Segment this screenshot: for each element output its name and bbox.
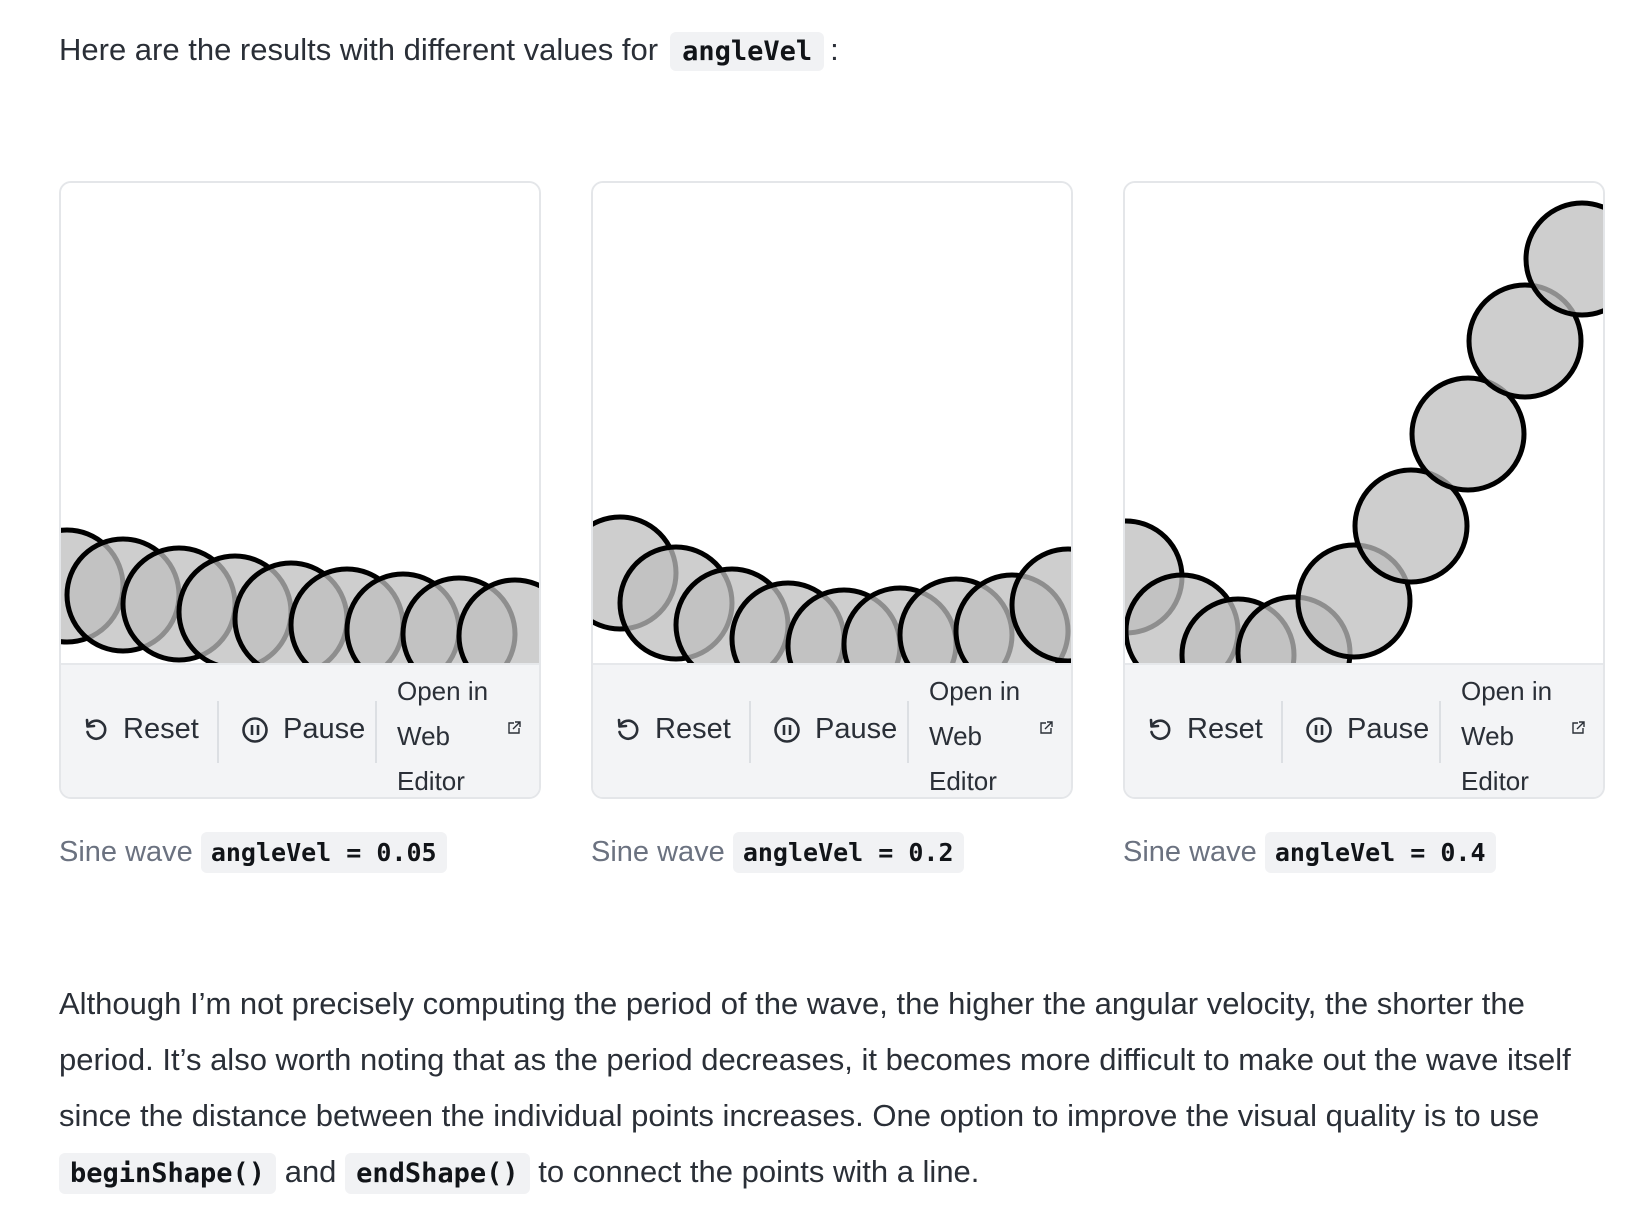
reset-label: Reset bbox=[655, 713, 731, 745]
reset-button[interactable]: Reset bbox=[83, 713, 199, 746]
external-link-icon bbox=[508, 721, 521, 734]
refresh-icon bbox=[1149, 718, 1171, 740]
caption-code: angleVel = 0.05 bbox=[200, 832, 447, 873]
refresh-icon bbox=[85, 718, 107, 740]
refresh-icon bbox=[617, 718, 639, 740]
caption-3: Sine wave angleVel = 0.4 bbox=[1123, 830, 1496, 875]
sine-wave-svg bbox=[61, 527, 539, 663]
caption-code: angleVel = 0.2 bbox=[732, 832, 964, 873]
pause-label: Pause bbox=[815, 713, 898, 745]
open-in-web-editor-link[interactable]: Open in Web Editor bbox=[929, 676, 1021, 796]
pause-button[interactable]: Pause bbox=[241, 713, 365, 746]
code-beginshape: beginShape() bbox=[59, 1153, 277, 1194]
caption-text: Sine wave bbox=[1123, 836, 1257, 868]
wave-point bbox=[1523, 200, 1603, 318]
reset-label: Reset bbox=[1187, 713, 1263, 745]
pause-circle-icon bbox=[242, 716, 268, 743]
pause-circle-icon bbox=[1306, 716, 1332, 743]
reset-label: Reset bbox=[123, 713, 199, 745]
sketch-canvas bbox=[593, 183, 1071, 663]
external-link-icon bbox=[1572, 721, 1585, 734]
caption-text: Sine wave bbox=[591, 836, 725, 868]
wave-point bbox=[1352, 467, 1470, 585]
caption-code: angleVel = 0.4 bbox=[1264, 832, 1496, 873]
sketch-canvas bbox=[61, 183, 539, 663]
code-endshape: endShape() bbox=[345, 1153, 530, 1194]
toolbar-divider bbox=[1281, 701, 1283, 763]
sketch-panel-3: Reset Pause Open in Web Editor bbox=[1123, 181, 1605, 799]
reset-button[interactable]: Reset bbox=[1147, 713, 1263, 746]
reset-button[interactable]: Reset bbox=[615, 713, 731, 746]
intro-text: Here are the results with different valu… bbox=[59, 32, 659, 67]
sketch-panel-2: Reset Pause Open in Web Editor bbox=[591, 181, 1073, 799]
toolbar-divider bbox=[749, 701, 751, 763]
pause-button[interactable]: Pause bbox=[773, 713, 897, 746]
sketch-canvas bbox=[1125, 183, 1603, 663]
open-in-web-editor-link[interactable]: Open in Web Editor bbox=[397, 676, 489, 796]
wave-point bbox=[1409, 375, 1527, 493]
pause-label: Pause bbox=[1347, 713, 1430, 745]
caption-1: Sine wave angleVel = 0.05 bbox=[59, 830, 447, 875]
sketch-toolbar: Reset Pause Open in Web Editor bbox=[593, 663, 1071, 797]
wave-point bbox=[1009, 546, 1071, 663]
toolbar-divider bbox=[217, 701, 219, 763]
caption-2: Sine wave angleVel = 0.2 bbox=[591, 830, 964, 875]
intro-line: Here are the results with different valu… bbox=[59, 26, 839, 76]
body-paragraph: Although I’m not precisely computing the… bbox=[59, 976, 1599, 1202]
sine-wave-svg bbox=[593, 514, 1071, 663]
pause-button[interactable]: Pause bbox=[1305, 713, 1429, 746]
toolbar-divider bbox=[1439, 701, 1441, 763]
toolbar-divider bbox=[375, 701, 377, 763]
intro-code: angleVel bbox=[670, 32, 825, 71]
paragraph-text: Although I’m not precisely computing the… bbox=[59, 986, 1571, 1133]
sketch-toolbar: Reset Pause Open in Web Editor bbox=[1125, 663, 1603, 797]
wave-point bbox=[1466, 282, 1584, 400]
sketch-toolbar: Reset Pause Open in Web Editor bbox=[61, 663, 539, 797]
sketch-panel-1: Reset Pause Open in Web Editor bbox=[59, 181, 541, 799]
toolbar-divider bbox=[907, 701, 909, 763]
paragraph-text-end: to connect the points with a line. bbox=[538, 1154, 980, 1189]
intro-colon: : bbox=[830, 32, 839, 67]
paragraph-and: and bbox=[284, 1154, 337, 1189]
caption-text: Sine wave bbox=[59, 836, 193, 868]
pause-label: Pause bbox=[283, 713, 366, 745]
open-in-web-editor-link[interactable]: Open in Web Editor bbox=[1461, 676, 1553, 796]
wave-point bbox=[456, 577, 539, 663]
pause-circle-icon bbox=[774, 716, 800, 743]
sine-wave-svg bbox=[1125, 200, 1603, 663]
external-link-icon bbox=[1040, 721, 1053, 734]
